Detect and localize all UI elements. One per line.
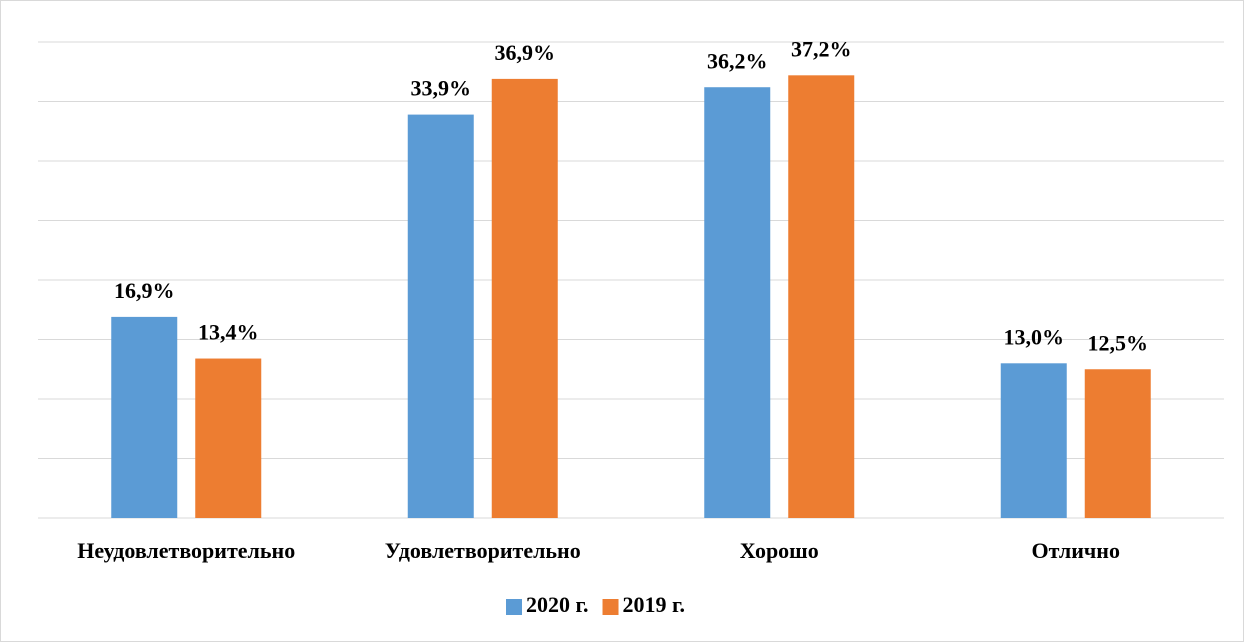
bar bbox=[1000, 363, 1067, 518]
bar bbox=[1084, 369, 1151, 518]
bar bbox=[788, 75, 855, 518]
value-label: 36,2% bbox=[707, 48, 768, 73]
bar bbox=[491, 78, 558, 518]
x-tick-label: Неудовлетворительно bbox=[77, 538, 295, 563]
value-label: 16,9% bbox=[114, 278, 175, 303]
legend-swatch bbox=[506, 599, 522, 615]
bar bbox=[111, 316, 178, 518]
legend-swatch bbox=[602, 599, 619, 615]
value-label: 37,2% bbox=[791, 36, 852, 61]
value-label: 12,5% bbox=[1088, 330, 1149, 355]
x-tick-label: Отлично bbox=[1032, 538, 1120, 563]
legend-label: 2020 г. bbox=[526, 592, 589, 617]
value-label: 13,0% bbox=[1004, 324, 1065, 349]
x-tick-label: Хорошо bbox=[740, 538, 819, 563]
legend-label: 2019 г. bbox=[623, 592, 686, 617]
value-label: 13,4% bbox=[198, 320, 259, 345]
value-label: 33,9% bbox=[411, 76, 472, 101]
bar bbox=[407, 114, 474, 518]
bar bbox=[704, 87, 771, 518]
x-tick-label: Удовлетворительно bbox=[385, 538, 581, 563]
bar bbox=[195, 358, 262, 518]
value-label: 36,9% bbox=[495, 40, 556, 65]
